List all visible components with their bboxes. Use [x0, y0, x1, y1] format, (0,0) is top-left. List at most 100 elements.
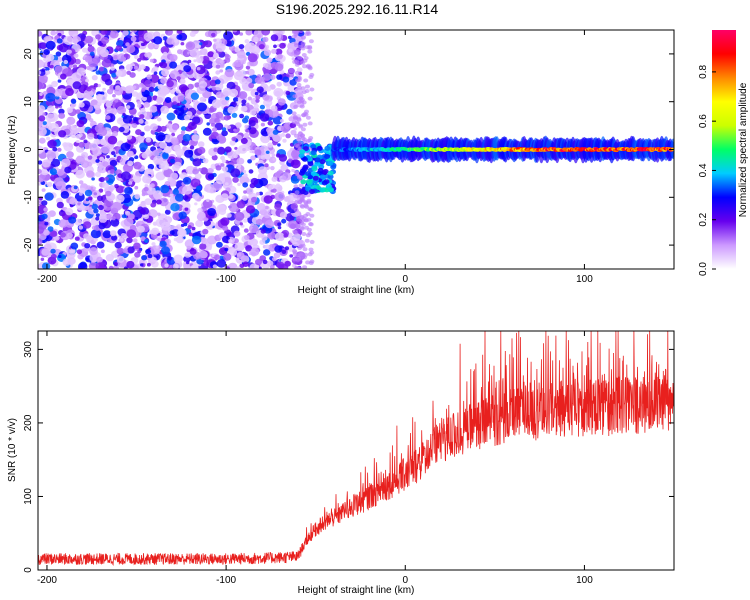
heatmap-cell — [268, 244, 277, 252]
heatmap-cell — [47, 226, 54, 232]
heatmap-cell — [43, 229, 50, 236]
heatmap-cell — [305, 84, 310, 89]
heatmap-cell — [139, 142, 148, 151]
heatmap-cell — [297, 85, 302, 90]
heatmap-cell — [262, 73, 272, 81]
heatmap-cell — [160, 221, 171, 231]
heatmap-cell — [276, 74, 283, 80]
heatmap-cell — [101, 36, 109, 45]
heatmap-cell — [143, 186, 149, 192]
heatmap-cell — [172, 101, 177, 105]
heatmap-cell — [244, 124, 249, 129]
heatmap-cell — [96, 241, 105, 249]
heatmap-cell — [191, 134, 200, 142]
heatmap-cell — [297, 239, 304, 245]
heatmap-cell — [69, 64, 74, 69]
heatmap-cell — [228, 203, 240, 213]
heatmap-cell — [300, 198, 306, 203]
heatmap-cell — [158, 62, 164, 67]
heatmap-cell — [305, 115, 311, 120]
heatmap-cell — [106, 88, 114, 95]
heatmap-cell — [224, 57, 231, 63]
heatmap-cell — [275, 48, 283, 56]
heatmap-cell — [38, 168, 42, 175]
heatmap-cell — [164, 97, 172, 103]
heatmap-cell — [149, 105, 158, 113]
heatmap-cell — [190, 264, 199, 269]
heatmap-cell — [215, 64, 221, 69]
y-tick-label: 300 — [23, 341, 34, 358]
heatmap-cell — [154, 142, 160, 148]
heatmap-cell — [109, 169, 115, 174]
heatmap-cell — [134, 251, 141, 258]
heatmap-cell — [96, 256, 103, 263]
heatmap-cell — [245, 65, 251, 70]
heatmap-cell — [155, 132, 166, 142]
heatmap-cell — [254, 77, 263, 84]
heatmap-cell — [139, 114, 145, 119]
heatmap-cell — [83, 221, 92, 229]
x-tick-label: 100 — [576, 274, 593, 285]
heatmap-cell — [235, 71, 240, 76]
heatmap-cell — [311, 166, 318, 172]
heatmap-cell — [41, 188, 46, 192]
heatmap-cell — [187, 83, 194, 90]
heatmap-cell — [316, 145, 323, 151]
heatmap-cell — [86, 86, 92, 92]
heatmap-cell — [240, 59, 246, 65]
heatmap-cell — [298, 124, 304, 129]
snr-x-label: Height of straight line (km) — [298, 585, 415, 596]
heatmap-cell — [159, 197, 169, 207]
heatmap-cell — [259, 239, 266, 245]
heatmap-cell — [327, 187, 334, 193]
heatmap-cell — [207, 208, 217, 216]
heatmap-cell — [182, 195, 189, 201]
heatmap-cell — [267, 142, 274, 148]
heatmap-cell — [99, 156, 105, 162]
heatmap-cell — [69, 204, 74, 208]
heatmap-cell — [253, 36, 259, 42]
heatmap-cell — [225, 182, 229, 186]
heatmap-cell — [67, 257, 76, 265]
colorbar-ticks: 0.0 0.2 0.4 0.6 0.8 — [698, 64, 716, 276]
heatmap-cell — [199, 42, 203, 46]
heatmap-cell — [196, 185, 202, 191]
heatmap-cell — [292, 250, 298, 255]
heatmap-cell — [153, 71, 158, 75]
heatmap-cell — [259, 177, 269, 187]
heatmap-cell — [207, 246, 212, 251]
heatmap-cell — [41, 262, 51, 269]
heatmap-cell — [308, 39, 314, 44]
heatmap-cell — [108, 265, 114, 269]
heatmap-cell — [38, 70, 42, 75]
heatmap-cell — [278, 154, 288, 162]
heatmap-cell — [263, 49, 272, 56]
heatmap-cell — [211, 86, 217, 91]
heatmap-cell — [280, 133, 286, 137]
heatmap-cell — [256, 203, 266, 211]
heatmap-cell — [180, 130, 186, 135]
heatmap-cell — [272, 115, 283, 125]
heatmap-cell — [220, 163, 225, 167]
heatmap-cell — [178, 211, 187, 220]
heatmap-cell — [184, 114, 191, 121]
heatmap-cell — [191, 235, 202, 245]
heatmap-cell — [155, 171, 166, 181]
heatmap-cell — [272, 188, 277, 193]
heatmap-cell — [215, 111, 224, 119]
heatmap-cell — [39, 92, 43, 96]
heatmap-cell — [214, 117, 220, 123]
heatmap-cell — [50, 64, 54, 69]
heatmap-cell — [306, 227, 312, 232]
heatmap-cell — [152, 190, 163, 200]
heatmap-cell — [110, 218, 120, 227]
heatmap-cell — [43, 57, 47, 62]
heatmap-cell — [102, 87, 106, 91]
heatmap-cell — [258, 44, 265, 50]
heatmap-cell — [95, 70, 101, 75]
snr-panel: -200 -100 0 100 0 100 200 300 Height of straig… — [7, 330, 675, 596]
heatmap-cell — [107, 135, 118, 145]
heatmap-cell — [74, 218, 83, 226]
heatmap-cell — [41, 248, 50, 256]
heatmap-cell — [245, 245, 253, 252]
